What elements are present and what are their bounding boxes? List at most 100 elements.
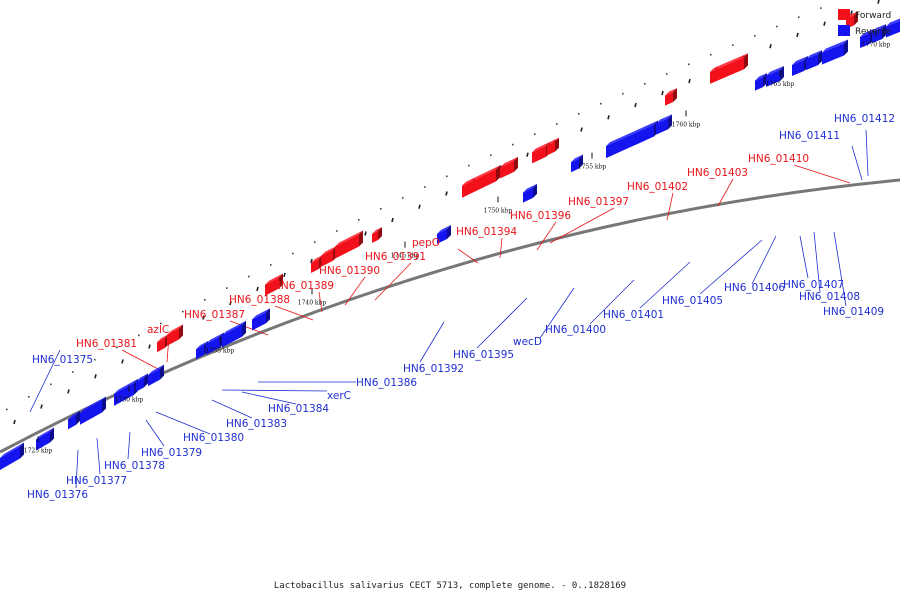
gene-rev-u[interactable] [822,39,848,65]
track-dot [446,175,448,178]
gene-fwd-m-side [744,53,748,70]
gene-rev-s[interactable] [792,55,808,76]
leader-line [589,279,635,325]
gene-rev-l[interactable] [437,224,451,244]
gene-label-reverse[interactable]: HN6_01377 [66,475,127,487]
gene-rev-j[interactable] [222,320,246,348]
gene-rev-h-top [196,340,208,350]
gene-fwd-f[interactable] [335,230,363,259]
gene-label-forward[interactable]: HN6_01397 [568,196,629,208]
gene-label-reverse[interactable]: HN6_01407 [783,279,844,291]
gene-label-reverse[interactable]: HN6_01406 [724,282,785,294]
gene-label-forward[interactable]: HN6_01396 [510,210,571,222]
gene-label-forward[interactable]: HN6_01389 [273,280,334,292]
gene-label-reverse[interactable]: wecD [513,336,542,348]
track-dot [72,371,74,373]
gene-rev-q-top [755,73,767,81]
gene-fwd-m[interactable] [710,53,748,84]
gene-rev-t-top [806,50,822,60]
gene-rev-w[interactable] [872,24,886,44]
gene-rev-b[interactable] [36,427,54,451]
gene-rev-x[interactable] [886,17,900,38]
gene-rev-d[interactable] [80,396,106,425]
track-dot [622,92,624,95]
gene-rev-k[interactable] [252,308,270,331]
gene-label-forward[interactable]: HN6_01403 [687,167,748,179]
gene-fwd-e-top [321,245,337,256]
gene-label-reverse[interactable]: HN6_01380 [183,432,244,444]
gene-label-reverse[interactable]: HN6_01384 [268,403,329,415]
gene-fwd-c[interactable] [265,273,283,296]
gene-rev-r[interactable] [766,65,784,87]
gene-rev-o[interactable] [606,120,658,159]
minor-tick [526,152,529,157]
gene-fwd-h[interactable] [462,165,500,198]
gene-fwd-i[interactable] [500,156,518,179]
gene-rev-m[interactable] [523,183,537,203]
leader-line [96,437,101,475]
leader-line [639,261,691,309]
track-dot [512,143,514,146]
gene-label-forward[interactable]: azlC [147,324,169,336]
gene-label-forward[interactable]: HN6_01402 [627,181,688,193]
kbp-tick-label: 1750 kbp [484,208,513,215]
minor-tick [121,359,124,364]
gene-rev-p-top [656,114,672,124]
gene-label-reverse[interactable]: HN6_01401 [603,309,664,321]
minor-ticks [13,0,880,425]
leader-line [419,321,445,363]
gene-rev-g[interactable] [148,364,164,387]
gene-rev-b-face [36,431,50,451]
gene-rev-a[interactable] [0,442,24,470]
gene-rev-n[interactable] [571,154,583,173]
minor-tick [283,272,286,278]
gene-label-reverse[interactable]: HN6_01378 [104,460,165,472]
gene-label-reverse[interactable]: HN6_01386 [356,377,417,389]
gene-label-reverse[interactable]: HN6_01400 [545,324,606,336]
gene-fwd-k[interactable] [547,137,559,156]
gene-rev-c[interactable] [68,410,80,430]
gene-label-forward[interactable]: HN6_01387 [184,309,245,321]
gene-fwd-f-side [359,230,363,247]
gene-label-reverse[interactable]: HN6_01376 [27,489,88,501]
gene-fwd-g[interactable] [372,227,382,244]
gene-label-reverse[interactable]: HN6_01412 [834,113,895,125]
gene-label-forward[interactable]: HN6_01390 [319,265,380,277]
gene-rev-p-side [668,114,672,130]
gene-label-reverse[interactable]: HN6_01409 [823,306,884,318]
track-dot [336,230,338,232]
gene-rev-j-top [222,320,246,336]
gene-fwd-e[interactable] [321,245,337,267]
gene-label-forward[interactable]: HN6_01381 [76,338,137,350]
track-dot [556,123,558,125]
gene-rev-p[interactable] [656,114,672,135]
gene-fwd-l[interactable] [665,88,677,106]
gene-fwd-b[interactable] [167,324,183,346]
legend-forward-swatch [838,9,850,20]
gene-label-forward[interactable]: HN6_01391 [365,251,426,263]
gene-rev-g-face [148,368,160,387]
track-dot [468,164,470,167]
leader-line [799,235,809,279]
gene-label-reverse[interactable]: HN6_01379 [141,447,202,459]
gene-fwd-g-face [372,231,378,244]
leader-line [813,231,821,293]
gene-label-reverse[interactable]: xerC [327,390,351,402]
gene-label-reverse[interactable]: HN6_01408 [799,291,860,303]
gene-label-forward[interactable]: pepO [412,237,440,249]
minor-tick [877,0,880,4]
gene-label-reverse[interactable]: HN6_01411 [779,130,840,142]
gene-label-forward[interactable]: HN6_01388 [229,294,290,306]
gene-label-reverse[interactable]: HN6_01375 [32,354,93,366]
gene-label-reverse[interactable]: HN6_01383 [226,418,287,430]
gene-label-reverse[interactable]: HN6_01405 [662,295,723,307]
gene-rev-t[interactable] [806,50,822,71]
gene-label-reverse[interactable]: HN6_01395 [453,349,514,361]
gene-label-forward[interactable]: HN6_01410 [748,153,809,165]
minor-tick [445,191,448,196]
gene-rev-f[interactable] [136,373,148,392]
gene-fwd-b-top [167,324,183,335]
gene-rev-v-top [860,28,874,37]
gene-label-reverse[interactable]: HN6_01392 [403,363,464,375]
gene-label-forward[interactable]: HN6_01394 [456,226,517,238]
